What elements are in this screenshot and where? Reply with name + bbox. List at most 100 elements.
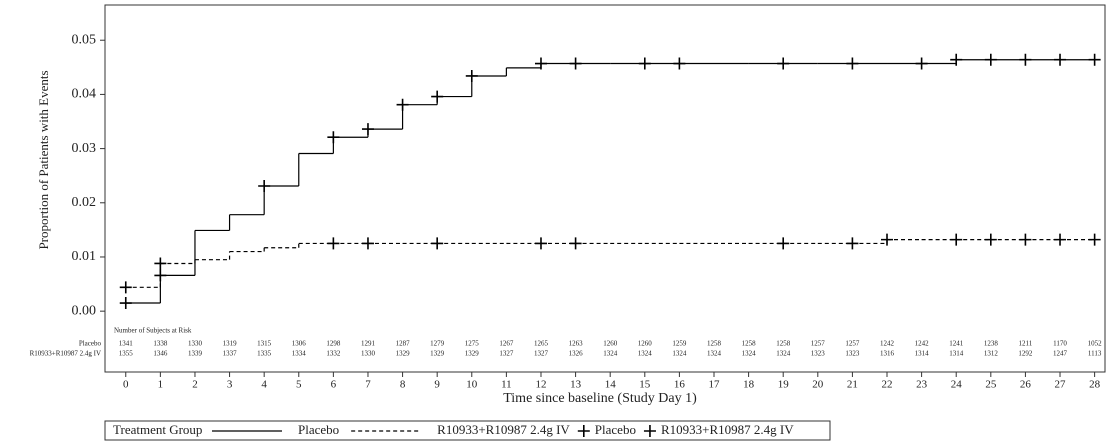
censor-marker <box>777 57 790 70</box>
legend-marker <box>643 425 656 437</box>
risk-count: 1341 <box>119 340 134 348</box>
risk-count: 1291 <box>361 340 376 348</box>
risk-count: 1265 <box>534 340 549 348</box>
y-tick-label: 0.03 <box>72 141 97 156</box>
censor-marker <box>327 237 340 250</box>
censor-marker <box>534 57 547 70</box>
censor-marker <box>119 281 132 294</box>
legend-label: R10933+R10987 2.4g IV <box>661 422 794 437</box>
legend-frame <box>104 420 831 441</box>
censor-marker <box>258 179 271 192</box>
legend-label: Placebo <box>595 422 636 437</box>
risk-count: 1332 <box>326 350 341 358</box>
censor-marker <box>361 237 374 250</box>
risk-count: 1315 <box>257 340 272 348</box>
y-tick-label: 0.00 <box>72 303 97 318</box>
risk-count: 1211 <box>1019 340 1033 348</box>
risk-count: 1260 <box>638 340 653 348</box>
censor-marker <box>881 233 894 246</box>
risk-count: 1324 <box>707 350 722 358</box>
x-tick-label: 7 <box>365 379 371 391</box>
risk-count: 1258 <box>776 340 791 348</box>
x-tick-label: 25 <box>985 379 997 391</box>
x-tick-label: 22 <box>882 379 893 391</box>
x-tick-label: 18 <box>743 379 755 391</box>
censor-marker <box>327 131 340 144</box>
x-tick-label: 6 <box>331 379 337 391</box>
censor-marker <box>1088 53 1101 66</box>
legend-title: Treatment Group <box>113 422 202 437</box>
censor-marker <box>777 237 790 250</box>
risk-count: 1323 <box>811 350 826 358</box>
risk-count: 1238 <box>984 340 999 348</box>
x-tick-label: 9 <box>434 379 440 391</box>
risk-count: 1323 <box>845 350 860 358</box>
legend-marker <box>577 425 590 437</box>
risk-count: 1279 <box>430 340 445 348</box>
censor-marker <box>984 53 997 66</box>
censor-marker <box>154 257 167 270</box>
legend-label: Placebo <box>298 422 339 437</box>
x-tick-label: 15 <box>639 379 651 391</box>
risk-count: 1324 <box>638 350 653 358</box>
risk-count: 1327 <box>534 350 549 358</box>
risk-count: 1329 <box>465 350 480 358</box>
risk-count: 1324 <box>603 350 618 358</box>
y-tick-label: 0.01 <box>72 249 97 264</box>
censor-marker <box>431 90 444 103</box>
censor-marker <box>1019 233 1032 246</box>
risk-count: 1314 <box>949 350 964 358</box>
risk-count: 1337 <box>223 350 238 358</box>
censor-marker <box>361 123 374 136</box>
risk-count: 1113 <box>1088 350 1102 358</box>
y-axis-label: Proportion of Patients with Events <box>36 70 51 249</box>
risk-count: 1312 <box>984 350 999 358</box>
risk-count: 1355 <box>119 350 134 358</box>
risk-count: 1326 <box>569 350 584 358</box>
risk-count: 1334 <box>292 350 307 358</box>
risk-count: 1306 <box>292 340 307 348</box>
risk-count: 1258 <box>707 340 722 348</box>
risk-count: 1338 <box>153 340 168 348</box>
x-tick-label: 13 <box>570 379 582 391</box>
risk-count: 1263 <box>569 340 584 348</box>
risk-count: 1242 <box>880 340 895 348</box>
risk-count: 1316 <box>880 350 895 358</box>
risk-count: 1267 <box>499 340 514 348</box>
x-tick-label: 2 <box>192 379 198 391</box>
risk-count: 1258 <box>742 340 757 348</box>
y-tick-label: 0.05 <box>72 32 97 47</box>
risk-count: 1170 <box>1053 340 1067 348</box>
censor-marker <box>465 69 478 82</box>
risk-count: 1329 <box>396 350 411 358</box>
risk-count: 1242 <box>915 340 930 348</box>
risk-count: 1257 <box>811 340 826 348</box>
censor-marker <box>846 237 859 250</box>
x-tick-label: 10 <box>466 379 478 391</box>
censor-marker <box>915 57 928 70</box>
risk-count: 1346 <box>153 350 168 358</box>
y-tick-label: 0.02 <box>72 195 97 210</box>
x-tick-label: 21 <box>847 379 858 391</box>
x-axis-label: Time since baseline (Study Day 1) <box>503 391 697 406</box>
x-tick-label: 11 <box>501 379 512 391</box>
censor-marker <box>984 233 997 246</box>
risk-count: 1247 <box>1053 350 1068 358</box>
risk-count: 1324 <box>672 350 687 358</box>
plot-frame <box>104 4 1106 373</box>
censor-marker <box>673 57 686 70</box>
risk-count: 1330 <box>361 350 376 358</box>
x-tick-label: 26 <box>1020 379 1032 391</box>
x-tick-label: 14 <box>605 379 617 391</box>
x-tick-label: 8 <box>400 379 406 391</box>
censor-marker <box>1054 53 1067 66</box>
risk-count: 1241 <box>949 340 964 348</box>
risk-count: 1324 <box>776 350 791 358</box>
censor-marker <box>119 297 132 310</box>
risk-count: 1339 <box>188 350 203 358</box>
risk-count: 1275 <box>465 340 480 348</box>
censor-marker <box>431 237 444 250</box>
risk-table-title: Number of Subjects at Risk <box>114 327 192 335</box>
x-tick-label: 27 <box>1055 379 1067 391</box>
censor-marker <box>1019 53 1032 66</box>
